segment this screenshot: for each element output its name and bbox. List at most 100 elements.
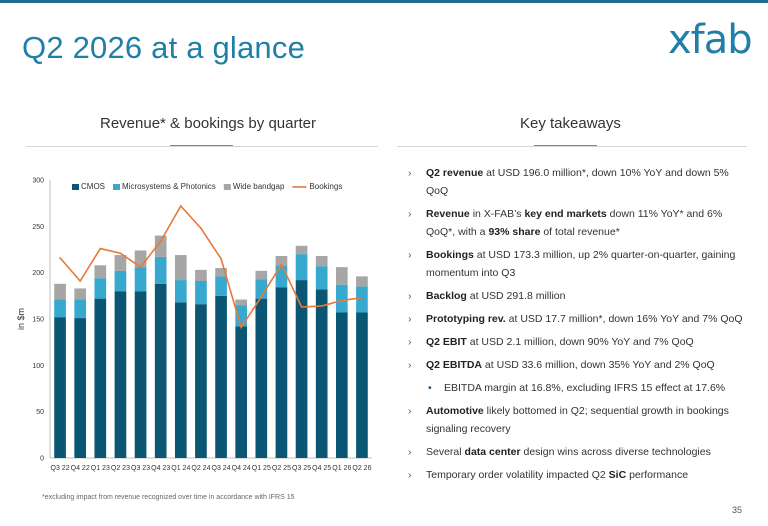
bookings-point [79,280,81,282]
x-tick-label: Q4 24 [232,465,251,472]
x-tick-label: Q4 23 [151,465,170,472]
bar-microsystems-photonics [255,279,268,299]
bar-wide-bandgap [94,265,107,279]
x-tick-label: Q4 22 [71,465,90,472]
takeaway-text: at USD 33.6 million, down 35% YoY and 2%… [482,359,715,371]
bookings-point [159,240,162,242]
takeaway-text: of total revenue* [540,226,620,238]
takeaways-divider [397,146,747,147]
bar-microsystems-photonics [94,278,107,299]
takeaway-text: at USD 173.3 million, up 2% quarter-on-q… [426,249,736,279]
top-rule [0,0,768,3]
takeaways-heading: Key takeaways [520,115,621,132]
takeaway-item: › Prototyping rev. at USD 17.7 million*, … [408,310,753,328]
takeaway-text: SiC [608,469,627,481]
x-tick-label: Q3 22 [51,465,70,472]
bar-microsystems-photonics [356,286,368,313]
takeaway-text: at USD 291.8 million [466,290,566,302]
legend-label-bookings: Bookings [309,182,342,191]
takeaway-text: Prototyping rev. [426,313,506,325]
dot-bullet-icon: • [428,382,432,394]
bar-wide-bandgap [235,299,248,306]
bookings-point [59,257,61,259]
takeaway-text: at USD 196.0 million*, down 10% YoY and … [426,167,729,197]
bar-cmos [215,295,227,458]
takeaway-text: 93% share [488,226,541,238]
chart-heading: Revenue* & bookings by quarter [100,115,316,132]
bar-cmos [335,312,348,458]
bookings-point [341,299,343,302]
x-tick-label: Q3 23 [131,465,150,472]
bar-wide-bandgap [315,255,328,267]
takeaway-item: › Several data center design wins across … [408,443,753,461]
y-tick-label: 200 [32,270,44,277]
takeaway-item: › Q2 EBITDA at USD 33.6 million, down 35%… [408,356,753,374]
x-tick-label: Q1 24 [171,465,190,472]
bookings-point [200,227,202,229]
bookings-point [280,263,283,266]
takeaway-item: › Q2 revenue at USD 196.0 million*, down … [408,164,753,200]
chevron-bullet-icon: › [408,405,412,417]
takeaways-list: › Q2 revenue at USD 196.0 million*, down … [408,164,753,489]
x-tick-label: Q2 23 [111,465,130,472]
bar-microsystems-photonics [74,299,87,319]
legend-label-wide-bandgap: Wide bandgap [233,182,285,191]
bar-microsystems-photonics [195,281,207,305]
chevron-bullet-icon: › [408,167,412,179]
takeaway-text: Several [426,446,465,458]
bar-microsystems-photonics [114,270,127,292]
takeaway-text: performance [626,469,689,481]
takeaway-item: › Backlog at USD 291.8 million [408,287,753,305]
y-axis-title: in $m [16,308,26,330]
x-tick-label: Q2 25 [272,465,291,472]
bar-wide-bandgap [255,270,268,280]
bookings-point [139,266,142,268]
takeaway-item: › Bookings at USD 173.3 million, up 2% qu… [408,246,753,282]
takeaway-text: design wins across diverse technologies [520,446,711,458]
bar-wide-bandgap [356,276,368,287]
bar-cmos [154,283,167,458]
bookings-point [99,247,102,250]
bookings-point [260,295,263,298]
chevron-bullet-icon: › [408,208,412,220]
bookings-line [59,204,363,330]
chevron-bullet-icon: › [408,249,412,261]
takeaway-text: Automotive [426,405,484,417]
xfab-logo: xfab [668,17,753,63]
bar-microsystems-photonics [315,266,328,290]
x-tick-label: Q3 25 [292,465,311,472]
bar-cmos [235,326,248,458]
takeaway-text: down 11% YoY* and 6% QoQ*, with a [426,208,723,238]
x-tick-label: Q4 25 [312,465,331,472]
bar-wide-bandgap [114,255,127,271]
y-tick-label: 100 [32,363,44,370]
bar-wide-bandgap [335,267,348,285]
x-tick-label: Q1 25 [252,465,271,472]
x-tick-label: Q1 23 [91,465,110,472]
bar-cmos [315,289,328,458]
bookings-point [240,326,242,329]
bar-microsystems-photonics [174,280,187,303]
takeaway-item: › Automotive likely bottomed in Q2; seque… [408,402,753,438]
bar-wide-bandgap [154,235,167,257]
bar-cmos [114,291,127,458]
bar-wide-bandgap [295,245,308,255]
takeaway-text: Q2 EBIT [426,336,467,348]
chevron-bullet-icon: › [408,359,412,371]
bar-microsystems-photonics [54,299,66,318]
bar-wide-bandgap [54,283,66,300]
legend-swatch-wide-bandgap [223,184,231,190]
takeaway-item: › Q2 EBIT at USD 2.1 million, down 90% Yo… [408,333,753,351]
bar-microsystems-photonics [134,267,147,292]
bar-cmos [295,280,308,458]
legend-label-cmos: CMOS [81,182,105,191]
legend-swatch-microsystems-photonics [113,184,120,190]
bookings-point [220,257,222,260]
bar-wide-bandgap [215,268,227,277]
takeaway-text: Revenue [426,208,470,220]
takeaway-text: Backlog [426,290,467,302]
bar-cmos [255,298,268,458]
takeaway-text: Bookings [426,249,474,261]
x-tick-label: Q3 24 [212,465,231,472]
bar-microsystems-photonics [154,256,167,284]
